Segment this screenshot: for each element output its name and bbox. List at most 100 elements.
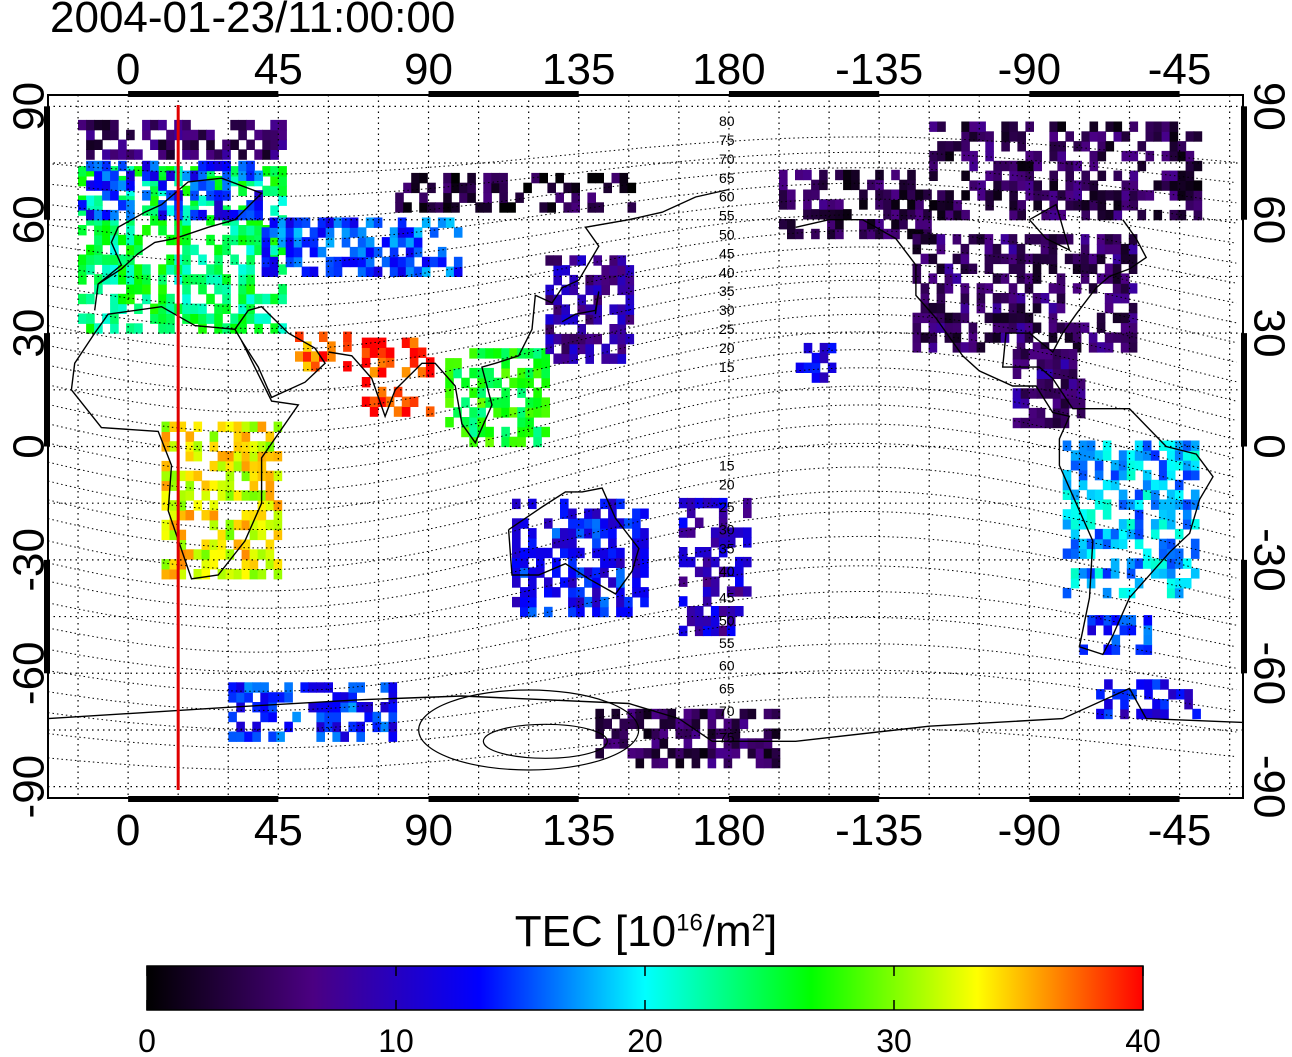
tec-cell xyxy=(1118,460,1128,471)
tec-cell xyxy=(702,576,712,587)
tec-cell xyxy=(198,303,207,314)
tec-cell xyxy=(619,728,629,739)
tec-cell xyxy=(1076,388,1086,399)
tec-cell xyxy=(1032,302,1042,314)
tec-cell xyxy=(715,748,725,759)
tec-cell xyxy=(1182,499,1192,510)
tec-cell xyxy=(316,711,325,723)
tec-cell xyxy=(241,510,251,521)
contour-label: 65 xyxy=(719,680,735,696)
tec-cell xyxy=(254,234,263,246)
tec-cell xyxy=(389,237,399,248)
tec-cell xyxy=(936,234,946,245)
tec-cell xyxy=(1078,548,1088,559)
contour-line xyxy=(48,727,1237,771)
tec-cell xyxy=(686,497,696,509)
tec-cell xyxy=(1182,440,1192,451)
tec-cell xyxy=(201,510,211,521)
tec-cell xyxy=(225,490,235,501)
tec-cell xyxy=(483,202,492,213)
contour-line xyxy=(48,490,1237,592)
tec-cell xyxy=(1177,209,1187,221)
tec-cell xyxy=(520,587,529,598)
tec-cell xyxy=(533,407,542,418)
tec-cell xyxy=(560,498,569,510)
contour-line xyxy=(48,151,1237,198)
tec-cell xyxy=(1145,131,1155,142)
tec-cell xyxy=(161,480,171,491)
tec-cell xyxy=(381,256,391,268)
tec-cell xyxy=(1086,450,1096,461)
tec-cell xyxy=(1017,160,1026,172)
tec-cell xyxy=(517,417,526,428)
tec-cell xyxy=(819,209,828,220)
tec-cell xyxy=(451,182,460,194)
tec-cell xyxy=(710,537,720,548)
tec-cell xyxy=(425,357,435,368)
tec-cell xyxy=(348,702,357,713)
tec-cell xyxy=(577,343,586,355)
tec-cell xyxy=(992,253,1002,265)
tec-cell xyxy=(217,549,227,560)
tec-cell xyxy=(1104,263,1114,274)
tec-cell xyxy=(1143,634,1153,646)
tec-cell xyxy=(560,508,569,519)
tec-cell xyxy=(262,139,271,150)
tec-cell xyxy=(270,149,279,160)
tec-cell xyxy=(937,141,946,152)
x-tick-label-top: -45 xyxy=(1148,45,1212,94)
tec-cell xyxy=(252,721,261,733)
tec-cell xyxy=(512,538,521,549)
tec-cell xyxy=(907,169,916,181)
tec-cell xyxy=(257,519,267,531)
tec-cell xyxy=(419,202,428,213)
tec-cell xyxy=(944,322,954,333)
tec-cell xyxy=(795,362,805,373)
tec-cell xyxy=(819,352,829,364)
tec-cell xyxy=(1070,450,1080,461)
tec-cell xyxy=(166,254,175,265)
tec-cell xyxy=(1120,322,1130,333)
tec-cell xyxy=(102,234,111,246)
tec-cell xyxy=(1104,243,1114,255)
tec-cell xyxy=(185,480,195,491)
tec-cell xyxy=(1056,234,1066,245)
tec-cell xyxy=(86,215,95,226)
tec-cell xyxy=(1112,332,1122,343)
tec-cell xyxy=(261,227,271,238)
y-tick-label-right: -30 xyxy=(1244,528,1292,592)
tec-cell xyxy=(528,606,537,618)
tec-cell xyxy=(198,170,207,181)
contour-line xyxy=(48,643,1237,711)
tec-cell xyxy=(992,293,1002,304)
tec-cell xyxy=(1088,332,1098,343)
tec-cell xyxy=(536,547,545,559)
tec-cell xyxy=(632,587,641,598)
tec-cell xyxy=(1048,312,1058,324)
tec-cell xyxy=(571,202,580,213)
tec-cell xyxy=(325,256,335,268)
tec-cell xyxy=(102,313,111,324)
tec-cell xyxy=(827,362,837,373)
tec-cell xyxy=(485,426,494,438)
tec-cell xyxy=(1121,131,1131,142)
tec-cell xyxy=(278,185,287,197)
coastline xyxy=(561,291,600,323)
tec-cell xyxy=(520,567,529,578)
tec-cell xyxy=(635,718,645,729)
tec-cell xyxy=(976,302,986,314)
tec-cell xyxy=(937,121,946,132)
tec-cell xyxy=(512,557,521,568)
tec-cell xyxy=(907,189,916,200)
tec-cell xyxy=(427,202,436,213)
tec-cell xyxy=(445,397,454,408)
tec-cell xyxy=(1000,273,1010,284)
tec-cell xyxy=(1182,469,1192,481)
tec-cell xyxy=(1102,479,1112,491)
tec-cell xyxy=(541,367,550,379)
tec-cell xyxy=(273,421,283,432)
tec-cell xyxy=(295,351,304,362)
tec-cell xyxy=(233,569,243,580)
tec-cell xyxy=(278,129,287,141)
tec-cell xyxy=(1118,587,1128,599)
